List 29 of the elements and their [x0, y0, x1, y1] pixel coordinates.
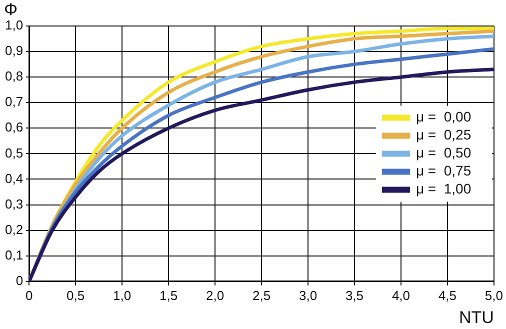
x-tick-label: 0,5 [66, 288, 85, 303]
y-tick-label: 0,4 [4, 170, 24, 186]
y-tick-label: 0,1 [4, 247, 24, 262]
legend-label: μ = 0,50 [416, 144, 472, 161]
y-tick-label: 0 [16, 272, 24, 288]
x-tick-label: 0 [25, 288, 33, 303]
x-tick-label: 1,0 [113, 288, 132, 303]
x-tick-label: 3,0 [298, 288, 318, 303]
y-tick-label: 0,8 [4, 68, 24, 84]
legend-label: μ = 0,75 [416, 162, 472, 179]
legend-label: μ = 0,25 [416, 126, 472, 143]
x-axis-title: NTU [459, 308, 494, 328]
x-tick-label: 4,0 [392, 288, 410, 303]
legend-label: μ = 1,00 [416, 180, 472, 197]
y-tick-label: 0,5 [4, 145, 24, 160]
y-tick-label: 0,7 [4, 94, 24, 110]
y-tick-label: 0,3 [4, 196, 24, 212]
x-tick-label: 4,5 [438, 288, 457, 303]
x-tick-label: 5,0 [484, 288, 504, 303]
x-tick-label: 2,0 [206, 288, 224, 303]
x-tick-label: 3,5 [345, 288, 364, 303]
y-tick-label: 0,2 [4, 222, 24, 237]
x-tick-label: 1,5 [160, 288, 178, 303]
x-tick-label: 2,5 [252, 288, 271, 303]
y-tick-label: 0,6 [4, 120, 24, 135]
y-tick-label: 1,0 [4, 18, 24, 33]
y-tick-label: 0,9 [4, 43, 24, 58]
legend-label: μ = 0,00 [416, 108, 472, 125]
y-axis-title: Φ [4, 0, 18, 20]
